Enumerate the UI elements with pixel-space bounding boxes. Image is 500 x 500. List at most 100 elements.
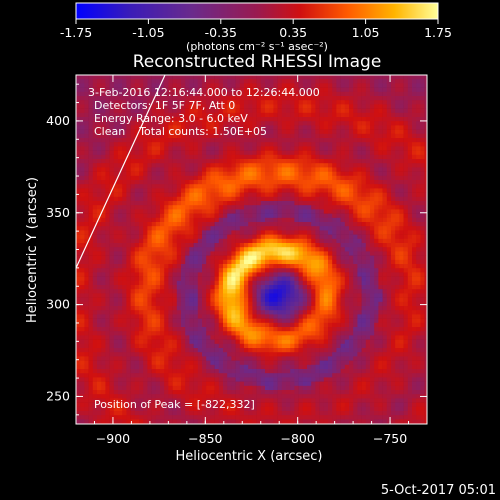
heatmap-cell: [235, 209, 241, 214]
heatmap-cell: [105, 129, 110, 135]
heatmap-cell: [76, 230, 81, 235]
heatmap-cell: [164, 146, 169, 151]
heatmap-cell: [273, 213, 278, 219]
heatmap-cell: [176, 117, 182, 122]
heatmap-cell: [130, 108, 136, 114]
heatmap-cell: [311, 385, 316, 391]
heatmap-cell: [265, 406, 270, 412]
heatmap-cell: [97, 276, 102, 282]
heatmap-cell: [118, 213, 123, 219]
heatmap-cell: [298, 268, 304, 273]
heatmap-cell: [185, 222, 190, 227]
heatmap-cell: [88, 142, 94, 147]
heatmap-cell: [122, 159, 127, 164]
heatmap-cell: [176, 276, 182, 282]
heatmap-cell: [202, 398, 207, 403]
heatmap-cell: [168, 196, 173, 202]
heatmap-cell: [84, 188, 89, 193]
heatmap-cell: [189, 385, 194, 391]
heatmap-cell: [273, 352, 278, 357]
heatmap-cell: [88, 322, 94, 328]
heatmap-cell: [101, 259, 106, 265]
heatmap-cell: [281, 322, 287, 328]
heatmap-cell: [189, 96, 194, 101]
heatmap-cell: [109, 163, 115, 168]
heatmap-cell: [202, 406, 207, 412]
heatmap-cell: [302, 121, 308, 126]
heatmap-cell: [88, 87, 94, 93]
heatmap-cell: [197, 280, 203, 286]
heatmap-cell: [256, 192, 262, 198]
heatmap-cell: [97, 104, 102, 109]
heatmap-cell: [227, 196, 232, 202]
heatmap-cell: [143, 318, 148, 324]
heatmap-cell: [223, 335, 228, 340]
heatmap-cell: [302, 415, 308, 420]
heatmap-cell: [210, 234, 215, 240]
heatmap-cell: [202, 146, 207, 151]
heatmap-cell: [105, 255, 110, 261]
heatmap-cell: [84, 129, 89, 135]
heatmap-cell: [265, 356, 270, 361]
heatmap-cell: [193, 335, 199, 340]
heatmap-cell: [265, 234, 270, 240]
heatmap-cell: [122, 196, 127, 202]
heatmap-cell: [281, 335, 287, 340]
heatmap-cell: [273, 398, 278, 403]
heatmap-cell: [130, 297, 136, 303]
heatmap-cell: [134, 327, 140, 332]
heatmap-cell: [197, 306, 203, 311]
heatmap-cell: [101, 188, 106, 193]
heatmap-cell: [286, 314, 291, 319]
heatmap-cell: [101, 180, 106, 185]
heatmap-cell: [181, 356, 186, 361]
heatmap-cell: [231, 264, 236, 269]
heatmap-cell: [155, 314, 161, 319]
heatmap-cell: [168, 285, 173, 290]
heatmap-cell: [302, 112, 308, 118]
heatmap-cell: [227, 276, 232, 282]
heatmap-cell: [151, 243, 157, 248]
heatmap-cell: [281, 348, 287, 353]
heatmap-cell: [302, 87, 308, 93]
heatmap-cell: [172, 87, 178, 93]
heatmap-cell: [172, 297, 178, 303]
heatmap-cell: [84, 385, 89, 391]
heatmap-cell: [97, 411, 102, 416]
heatmap-cell: [307, 280, 312, 286]
heatmap-cell: [76, 205, 81, 210]
heatmap-cell: [185, 91, 190, 97]
heatmap-cell: [155, 226, 161, 231]
heatmap-cell: [231, 411, 236, 416]
heatmap-cell: [160, 226, 165, 231]
heatmap-cell: [202, 411, 207, 416]
heatmap-cell: [105, 259, 110, 265]
heatmap-cell: [239, 146, 245, 151]
heatmap-cell: [176, 180, 182, 185]
heatmap-cell: [189, 87, 194, 93]
heatmap-cell: [92, 209, 98, 214]
heatmap-cell: [76, 373, 81, 378]
heatmap-cell: [97, 171, 102, 177]
heatmap-cell: [281, 415, 287, 420]
heatmap-cell: [302, 272, 308, 277]
heatmap-cell: [130, 373, 136, 378]
heatmap-cell: [101, 301, 106, 307]
heatmap-cell: [193, 167, 199, 172]
heatmap-cell: [181, 125, 186, 130]
heatmap-cell: [176, 394, 182, 399]
heatmap-cell: [176, 301, 182, 307]
heatmap-cell: [92, 171, 98, 177]
heatmap-cell: [273, 259, 278, 265]
heatmap-cell: [113, 192, 119, 198]
heatmap-cell: [307, 331, 312, 336]
heatmap-cell: [113, 243, 119, 248]
heatmap-cell: [256, 201, 262, 206]
heatmap-cell: [197, 100, 203, 105]
heatmap-cell: [265, 301, 270, 307]
heatmap-cell: [101, 201, 106, 206]
heatmap-cell: [319, 125, 325, 130]
heatmap-cell: [223, 415, 228, 420]
heatmap-cell: [269, 209, 274, 214]
heatmap-cell: [147, 167, 152, 172]
